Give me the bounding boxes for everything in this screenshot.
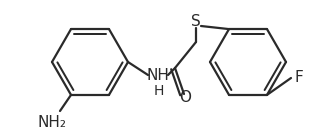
Text: O: O <box>179 90 191 106</box>
Text: NH₂: NH₂ <box>37 115 67 130</box>
Text: H: H <box>154 84 164 98</box>
Text: F: F <box>295 70 304 85</box>
Text: S: S <box>191 14 201 29</box>
Text: NH: NH <box>147 68 169 83</box>
